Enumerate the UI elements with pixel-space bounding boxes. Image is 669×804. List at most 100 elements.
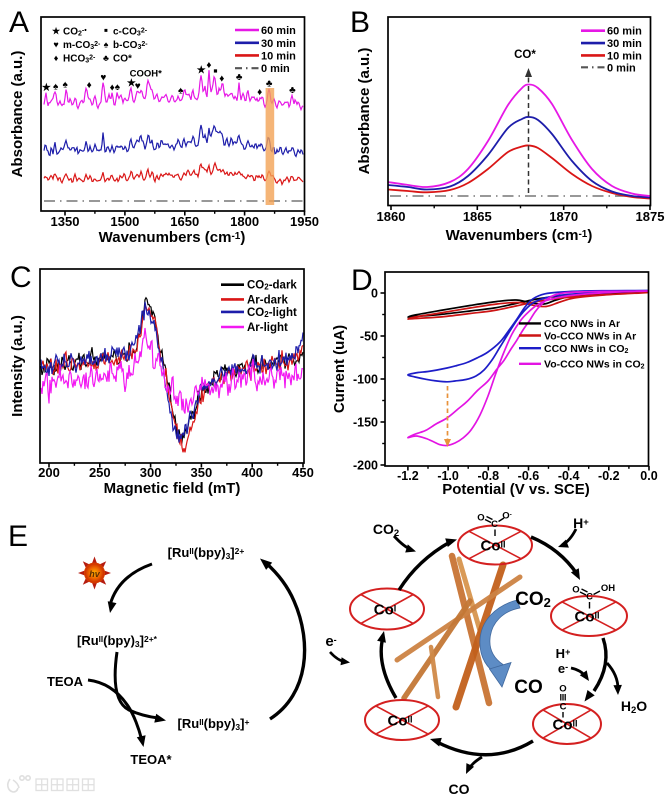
svg-text:200: 200 bbox=[38, 465, 60, 480]
svg-text:C: C bbox=[586, 592, 593, 603]
svg-text:Current (uA): Current (uA) bbox=[331, 325, 348, 413]
svg-text:CO2: CO2 bbox=[373, 521, 399, 539]
svg-text:♦: ♦ bbox=[257, 87, 262, 98]
svg-text:▪: ▪ bbox=[213, 63, 218, 78]
svg-text:♥: ♥ bbox=[100, 72, 106, 83]
svg-text:Vo-CCO NWs in Ar: Vo-CCO NWs in Ar bbox=[544, 330, 636, 342]
svg-text:CO*: CO* bbox=[514, 49, 536, 61]
svg-text:H+: H+ bbox=[573, 515, 589, 531]
svg-text:CoII: CoII bbox=[387, 713, 412, 730]
svg-text:-0.6: -0.6 bbox=[518, 469, 540, 483]
svg-text:♦: ♦ bbox=[87, 80, 92, 91]
svg-text:TEOA: TEOA bbox=[47, 674, 84, 689]
svg-text:CO2-light: CO2-light bbox=[247, 307, 297, 319]
svg-text:1950: 1950 bbox=[290, 214, 319, 229]
svg-text:-0.4: -0.4 bbox=[558, 469, 580, 483]
svg-text:Ar-dark: Ar-dark bbox=[247, 294, 289, 306]
svg-text:★: ★ bbox=[42, 82, 51, 93]
svg-text:CO2-dark: CO2-dark bbox=[247, 280, 297, 292]
svg-text:0 min: 0 min bbox=[261, 63, 290, 75]
svg-text:1875: 1875 bbox=[636, 209, 665, 224]
svg-text:♣: ♣ bbox=[103, 53, 109, 63]
svg-text:Intensity (a.u.): Intensity (a.u.) bbox=[9, 315, 26, 417]
svg-text:-50: -50 bbox=[360, 330, 378, 344]
svg-text:10 min: 10 min bbox=[607, 50, 642, 62]
svg-text:300: 300 bbox=[140, 465, 162, 480]
svg-text:[RuII(bpy)3]+: [RuII(bpy)3]+ bbox=[178, 716, 250, 732]
svg-text:1500: 1500 bbox=[110, 214, 139, 229]
svg-text:350: 350 bbox=[191, 465, 213, 480]
svg-text:0.0: 0.0 bbox=[640, 469, 657, 483]
svg-text:Ar-light: Ar-light bbox=[247, 322, 288, 334]
svg-text:450: 450 bbox=[292, 465, 314, 480]
svg-text:♦: ♦ bbox=[54, 53, 59, 63]
svg-text:e-: e- bbox=[325, 633, 336, 650]
svg-text:60 min: 60 min bbox=[607, 26, 642, 38]
svg-text:10 min: 10 min bbox=[261, 50, 296, 62]
svg-text:e-: e- bbox=[558, 661, 568, 676]
svg-text:★: ★ bbox=[52, 26, 61, 36]
svg-text:★: ★ bbox=[127, 78, 136, 89]
svg-text:O: O bbox=[572, 585, 579, 596]
svg-text:CoII: CoII bbox=[574, 609, 599, 626]
svg-text:OH: OH bbox=[601, 583, 615, 594]
svg-text:0: 0 bbox=[371, 287, 378, 301]
svg-text:C: C bbox=[10, 261, 32, 294]
svg-text:CoII: CoII bbox=[480, 538, 505, 555]
svg-text:♠: ♠ bbox=[178, 85, 184, 96]
svg-text:C: C bbox=[491, 519, 498, 530]
svg-text:-0.2: -0.2 bbox=[598, 469, 620, 483]
svg-text:0 min: 0 min bbox=[607, 62, 636, 74]
svg-text:1870: 1870 bbox=[549, 209, 578, 224]
svg-text:c-CO32-: c-CO32- bbox=[113, 27, 148, 38]
svg-text:CO2: CO2 bbox=[515, 589, 551, 610]
svg-text:1650: 1650 bbox=[170, 214, 199, 229]
svg-text:Potential (V vs. SCE): Potential (V vs. SCE) bbox=[442, 481, 590, 498]
svg-text:Magnetic field (mT): Magnetic field (mT) bbox=[104, 480, 241, 497]
svg-text:b-CO32-: b-CO32- bbox=[113, 40, 148, 51]
svg-text:D: D bbox=[351, 264, 373, 297]
svg-text:CO*: CO* bbox=[113, 54, 132, 65]
svg-text:-100: -100 bbox=[353, 373, 378, 387]
svg-text:m-CO32-: m-CO32- bbox=[63, 40, 101, 51]
svg-text:hv: hv bbox=[89, 569, 100, 579]
svg-text:1865: 1865 bbox=[463, 209, 492, 224]
svg-text:Absorbance (a.u.): Absorbance (a.u.) bbox=[356, 48, 373, 175]
svg-text:H2O: H2O bbox=[621, 698, 647, 716]
svg-text:-1.0: -1.0 bbox=[437, 469, 459, 483]
svg-text:♠: ♠ bbox=[104, 40, 109, 50]
svg-text:1860: 1860 bbox=[377, 209, 406, 224]
svg-text:Vo-CCO NWs in CO2: Vo-CCO NWs in CO2 bbox=[544, 359, 645, 371]
svg-text:1800: 1800 bbox=[230, 214, 259, 229]
svg-text:E: E bbox=[8, 520, 28, 553]
svg-text:1350: 1350 bbox=[51, 214, 80, 229]
svg-text:O: O bbox=[559, 684, 566, 695]
svg-text:♠: ♠ bbox=[62, 79, 68, 90]
svg-text:♥: ♥ bbox=[53, 40, 58, 50]
svg-text:★: ★ bbox=[197, 65, 206, 76]
svg-text:♠: ♠ bbox=[53, 82, 59, 93]
svg-text:CCO NWs in Ar: CCO NWs in Ar bbox=[544, 318, 620, 330]
svg-text:CoII: CoII bbox=[552, 717, 577, 734]
svg-text:♦: ♦ bbox=[206, 60, 211, 71]
svg-text:O-: O- bbox=[502, 511, 512, 522]
svg-text:CO: CO bbox=[514, 677, 543, 698]
svg-text:CO2-•: CO2-• bbox=[63, 27, 87, 38]
svg-text:Wavenumbers (cm-1): Wavenumbers (cm-1) bbox=[446, 227, 593, 244]
svg-text:B: B bbox=[350, 6, 370, 39]
svg-text:♦: ♦ bbox=[219, 73, 224, 84]
svg-text:250: 250 bbox=[89, 465, 111, 480]
svg-text:♣: ♣ bbox=[236, 72, 243, 83]
svg-text:-200: -200 bbox=[353, 459, 378, 473]
svg-text:O: O bbox=[477, 513, 484, 524]
svg-text:▪: ▪ bbox=[104, 23, 108, 37]
svg-text:CO: CO bbox=[449, 781, 470, 797]
svg-text:60 min: 60 min bbox=[261, 25, 296, 37]
svg-text:400: 400 bbox=[241, 465, 263, 480]
svg-text:♦: ♦ bbox=[110, 82, 115, 93]
svg-text:Absorbance (a.u.): Absorbance (a.u.) bbox=[9, 51, 26, 178]
svg-text:CCO NWs in CO2: CCO NWs in CO2 bbox=[544, 343, 629, 355]
svg-text:Wavenumbers (cm-1): Wavenumbers (cm-1) bbox=[99, 229, 246, 246]
svg-text:[RuII(bpy)3]2+: [RuII(bpy)3]2+ bbox=[168, 545, 245, 561]
svg-text:♠: ♠ bbox=[115, 82, 121, 93]
